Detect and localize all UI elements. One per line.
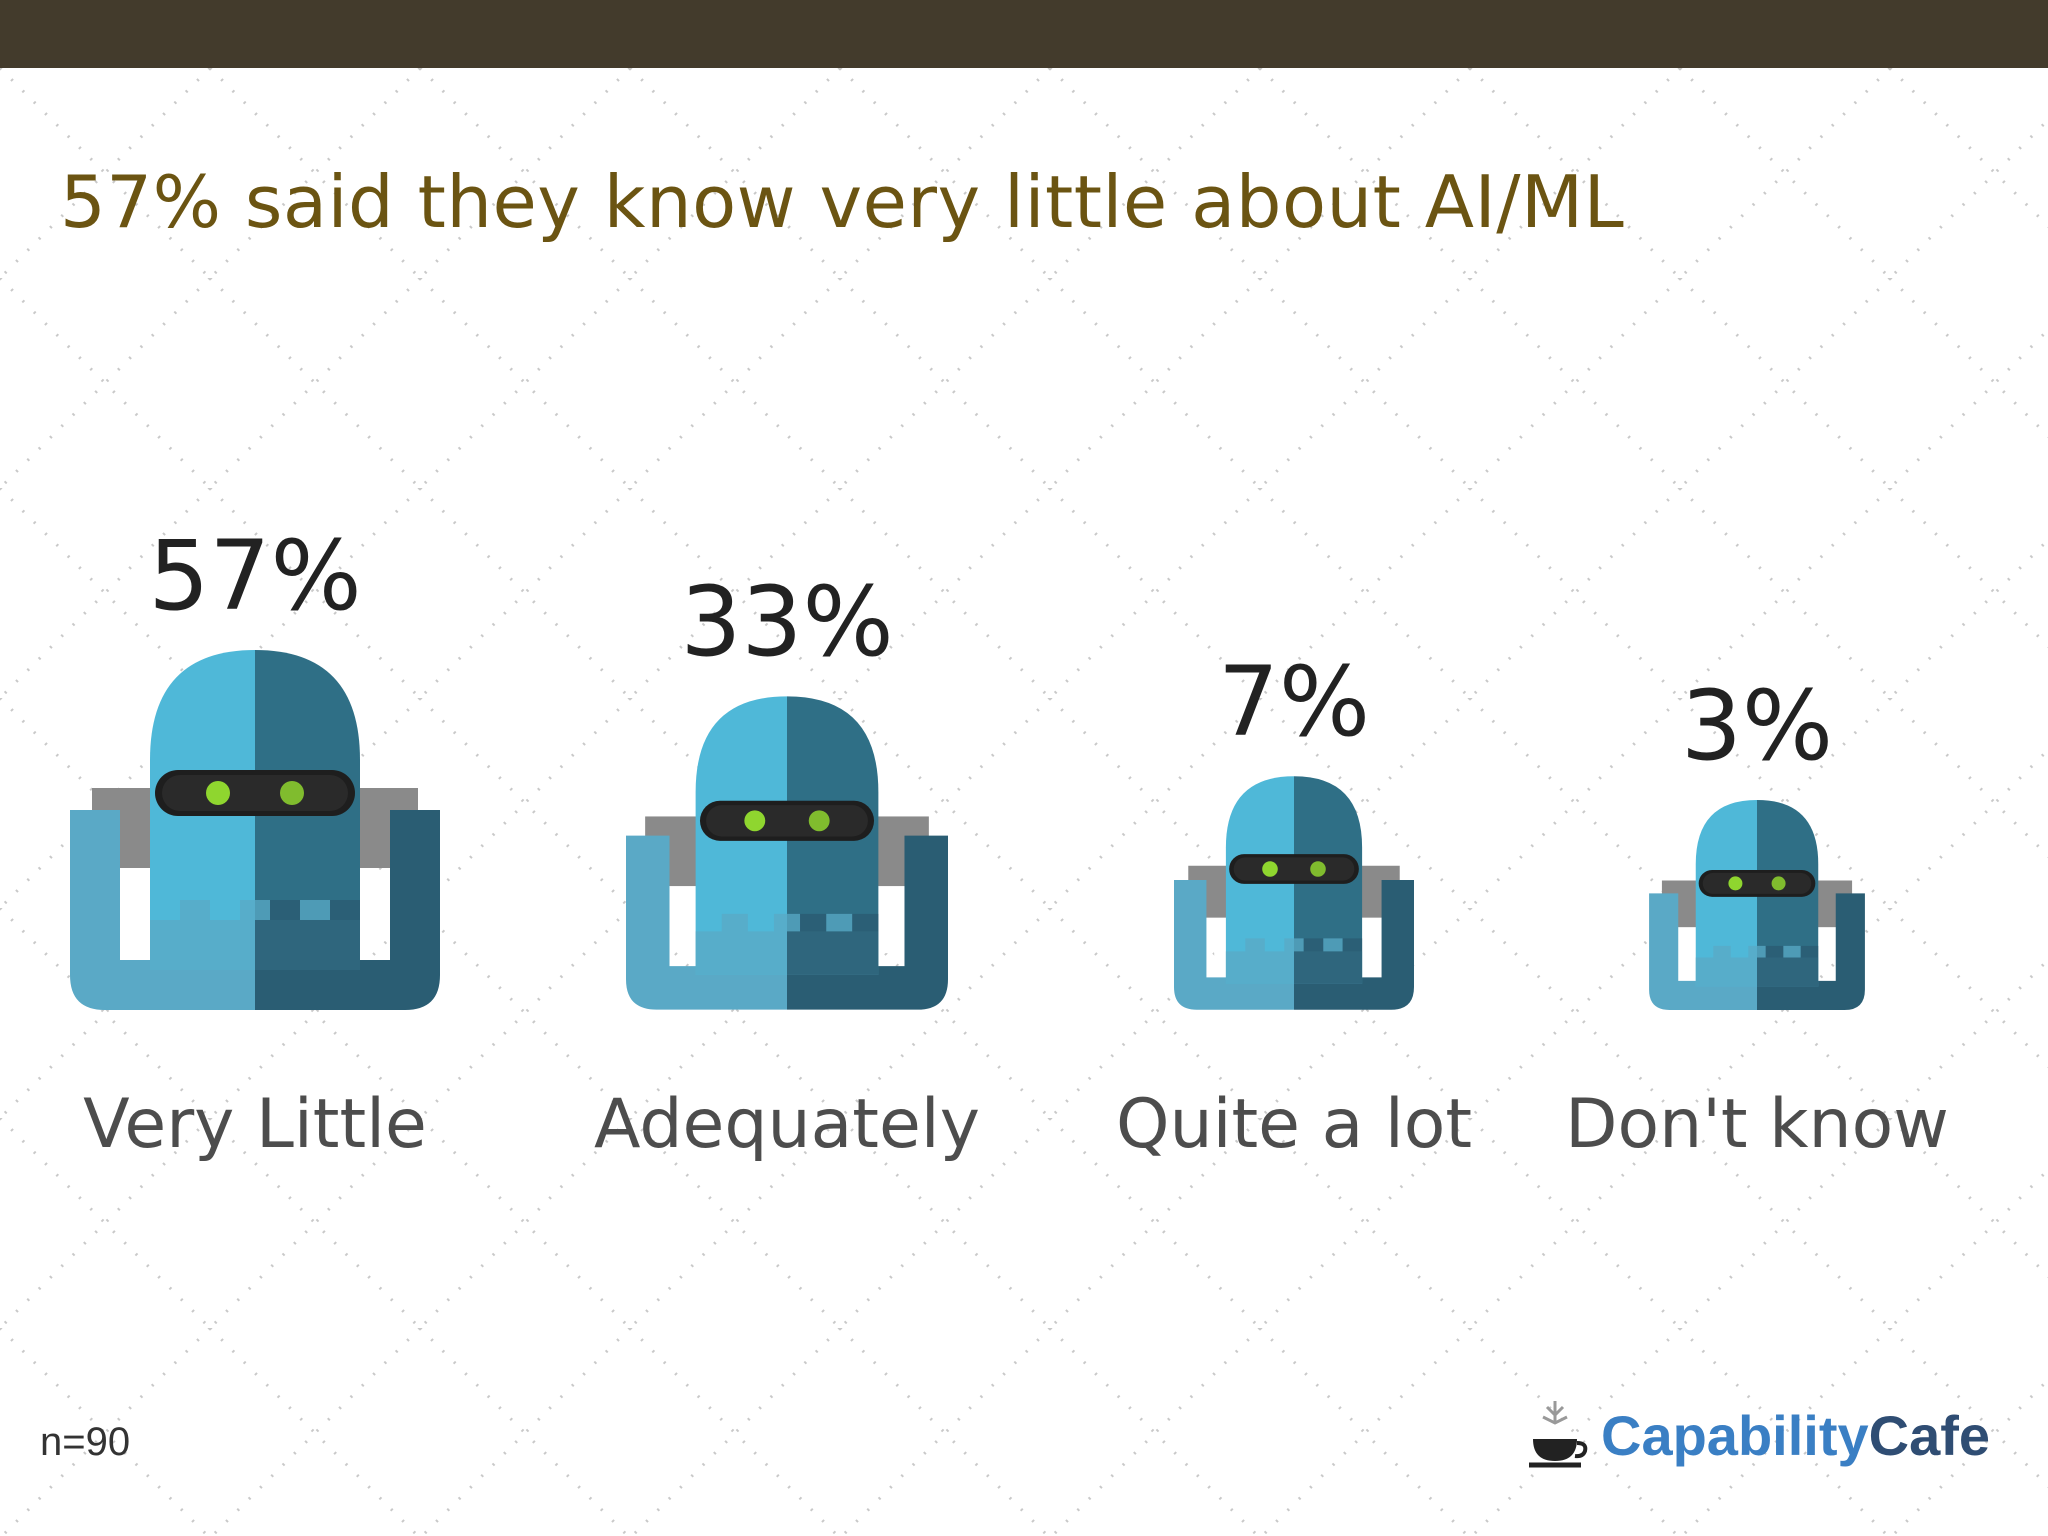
category-label-don-t-know: Don't know [1565,1085,1949,1164]
value-label-quite-a-lot: 7% [1217,646,1371,758]
capability-cafe-logo: CapabilityCafe [1525,1395,1990,1475]
value-label-adequately: 33% [680,566,894,678]
robot-bar-don-t-know [1649,800,1865,1010]
brand-part-1: Capability [1601,1403,1869,1467]
robot-bar-very-little [70,650,440,1010]
top-bar [0,0,2048,68]
brand-part-2: Cafe [1868,1403,1991,1467]
robot-bar-adequately [626,696,948,1010]
value-label-don-t-know: 3% [1680,670,1834,782]
chart-title: 57% said they know very little about AI/… [60,160,1625,244]
robot-bar-quite-a-lot [1174,776,1414,1010]
category-label-adequately: Adequately [594,1085,980,1164]
category-label-very-little: Very Little [83,1085,427,1164]
value-label-very-little: 57% [148,520,362,632]
sample-size-note: n=90 [40,1420,131,1464]
coffee-cup-icon [1529,1401,1588,1468]
category-label-quite-a-lot: Quite a lot [1115,1085,1473,1164]
